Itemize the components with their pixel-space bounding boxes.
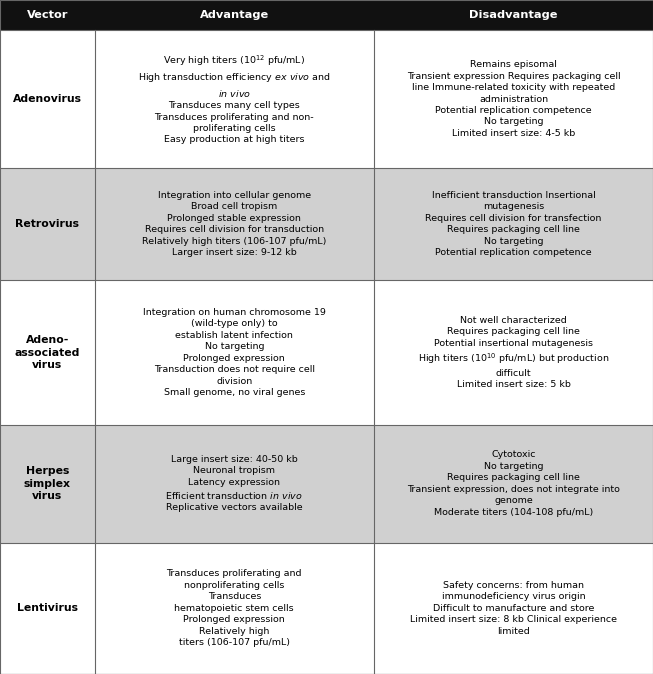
- Text: Very high titers (10$^{12}$ pfu/mL)
High transduction efficiency $\it{ex\ vivo}$: Very high titers (10$^{12}$ pfu/mL) High…: [138, 54, 330, 144]
- Text: Inefficient transduction Insertional
mutagenesis
Requires cell division for tran: Inefficient transduction Insertional mut…: [425, 191, 601, 257]
- Text: Adeno-
associated
virus: Adeno- associated virus: [14, 335, 80, 370]
- Bar: [0, 168, 653, 280]
- Text: Disadvantage: Disadvantage: [470, 10, 558, 20]
- Text: Adenovirus: Adenovirus: [13, 94, 82, 104]
- Bar: [0, 280, 653, 425]
- Text: Integration on human chromosome 19
(wild-type only) to
establish latent infectio: Integration on human chromosome 19 (wild…: [143, 308, 326, 397]
- Text: Cytotoxic
No targeting
Requires packaging cell line
Transient expression, does n: Cytotoxic No targeting Requires packagin…: [407, 450, 620, 517]
- Text: Transduces proliferating and
nonproliferating cells
Transduces
hematopoietic ste: Transduces proliferating and nonprolifer…: [167, 570, 302, 647]
- Text: Retrovirus: Retrovirus: [15, 219, 80, 229]
- Text: Vector: Vector: [27, 10, 68, 20]
- Text: Advantage: Advantage: [200, 10, 269, 20]
- Bar: [0, 30, 653, 168]
- Bar: [0, 425, 653, 543]
- Text: Safety concerns: from human
immunodeficiency virus origin
Difficult to manufactu: Safety concerns: from human immunodefici…: [410, 581, 617, 636]
- Text: Lentivirus: Lentivirus: [17, 603, 78, 613]
- Bar: [0, 543, 653, 674]
- Text: Not well characterized
Requires packaging cell line
Potential insertional mutage: Not well characterized Requires packagin…: [418, 316, 609, 389]
- Text: Integration into cellular genome
Broad cell tropism
Prolonged stable expression
: Integration into cellular genome Broad c…: [142, 191, 326, 257]
- Bar: [0, 0, 653, 30]
- Text: Herpes
simplex
virus: Herpes simplex virus: [24, 466, 71, 501]
- Text: Large insert size: 40-50 kb
Neuronal tropism
Latency expression
Efficient transd: Large insert size: 40-50 kb Neuronal tro…: [165, 455, 303, 512]
- Text: Remains episomal
Transient expression Requires packaging cell
line Immune-relate: Remains episomal Transient expression Re…: [407, 60, 620, 138]
